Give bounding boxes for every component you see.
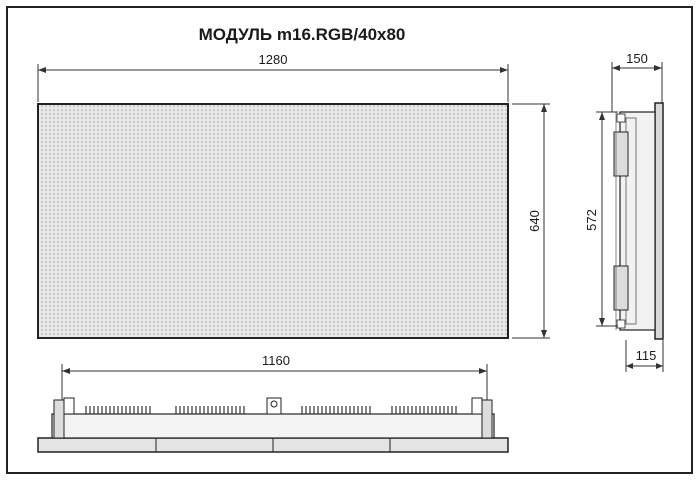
arrow-up-icon	[599, 112, 605, 120]
bottom-center-knob	[270, 400, 278, 408]
bottom-fastener-right	[471, 397, 483, 415]
led-panel-front	[37, 103, 509, 339]
bottom-fastener-left	[63, 397, 75, 415]
side-view: 150 572 115	[584, 51, 664, 372]
arrow-right-icon	[500, 67, 508, 73]
arrow-left-icon	[38, 67, 46, 73]
arrow-left-icon	[626, 363, 633, 369]
side-fastener-bottom	[616, 319, 626, 329]
bottom-housing	[51, 413, 495, 439]
arrow-left-icon	[612, 65, 620, 71]
arrow-right-icon	[479, 368, 487, 374]
sheet-border	[6, 6, 693, 474]
arrow-down-icon	[599, 318, 605, 326]
arrow-right-icon	[654, 65, 662, 71]
bottom-view: 1160	[37, 353, 509, 453]
bottom-center-fixture	[266, 397, 282, 415]
front-view: 1280 640	[37, 52, 550, 339]
bottom-bracket-left	[53, 399, 65, 439]
bottom-width-label: 1160	[262, 353, 290, 368]
side-fastener-top	[616, 113, 626, 123]
led-pin-rows	[85, 406, 457, 414]
bottom-bracket-right	[481, 399, 493, 439]
side-bracket-bottom	[613, 265, 629, 311]
side-panel-face	[654, 102, 664, 340]
arrow-up-icon	[541, 104, 547, 112]
side-depth-label: 150	[626, 51, 648, 66]
arrow-right-icon	[656, 363, 663, 369]
arrow-left-icon	[62, 368, 70, 374]
front-width-label: 1280	[259, 52, 288, 67]
side-height-label: 572	[584, 209, 599, 231]
side-base-label: 115	[636, 348, 657, 363]
front-height-label: 640	[527, 210, 542, 232]
arrow-down-icon	[541, 330, 547, 338]
drawing-title: МОДУЛЬ m16.RGB/40x80	[199, 25, 406, 44]
side-inner-frame	[625, 117, 637, 325]
side-bracket-top	[613, 131, 629, 177]
